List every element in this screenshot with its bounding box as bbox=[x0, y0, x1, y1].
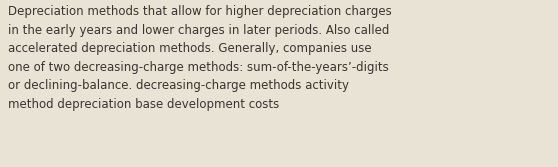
Text: Depreciation methods that allow for higher depreciation charges
in the early yea: Depreciation methods that allow for high… bbox=[8, 5, 392, 111]
